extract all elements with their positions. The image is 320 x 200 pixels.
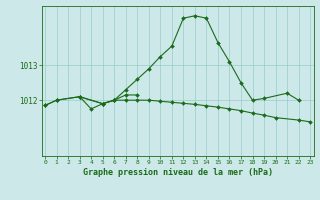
X-axis label: Graphe pression niveau de la mer (hPa): Graphe pression niveau de la mer (hPa): [83, 168, 273, 177]
